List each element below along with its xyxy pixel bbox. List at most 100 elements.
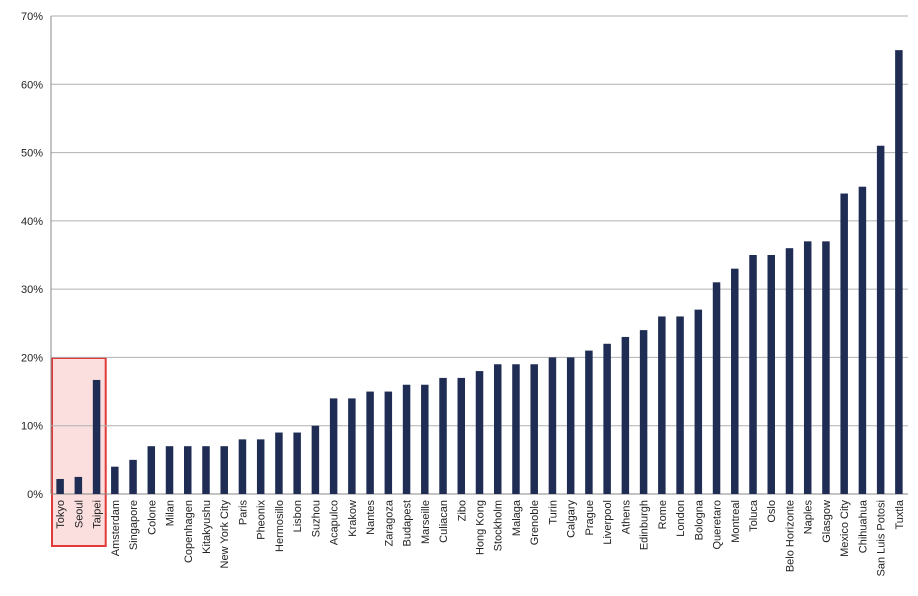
x-tick-label: Chihuahua bbox=[857, 499, 869, 553]
x-tick-label: Acapulco bbox=[329, 500, 341, 545]
y-tick-label: 60% bbox=[21, 79, 43, 91]
bar-copenhagen bbox=[184, 446, 192, 494]
x-tick-label: Kitakyushu bbox=[201, 500, 213, 554]
x-tick-label: Glasgow bbox=[821, 500, 833, 543]
bar-taipei bbox=[92, 379, 101, 494]
bar-lisbon bbox=[293, 432, 301, 494]
y-tick-label: 0% bbox=[27, 489, 43, 501]
y-tick-label: 10% bbox=[21, 421, 43, 433]
bar-zibo bbox=[457, 377, 466, 494]
bar-suzhou bbox=[311, 425, 320, 494]
bar-london bbox=[676, 316, 684, 494]
x-tick-label: Marseille bbox=[420, 500, 432, 544]
x-tick-label: Stockholm bbox=[493, 500, 505, 551]
x-tick-label: London bbox=[675, 500, 687, 537]
x-tick-label: Liverpool bbox=[602, 500, 614, 545]
x-tick-label: Tuxtla bbox=[894, 499, 906, 529]
bar-queretaro bbox=[712, 282, 721, 494]
x-tick-label: Suzhou bbox=[310, 500, 322, 537]
bar-mexico-city bbox=[840, 193, 848, 495]
bar-marseille bbox=[421, 384, 429, 494]
x-tick-label: Calgary bbox=[566, 500, 578, 538]
x-tick-labels: Tokyo Seoul Taipei Amsterdam Singapore Colone… bbox=[55, 499, 906, 576]
bar-kitakyushu bbox=[202, 446, 210, 494]
x-tick-label: Colone bbox=[146, 500, 158, 535]
x-tick-label: New York City bbox=[219, 500, 231, 569]
bar-toluca bbox=[749, 255, 757, 494]
x-tick-label: Amsterdam bbox=[110, 500, 122, 556]
bar-paris bbox=[238, 439, 247, 494]
x-tick-label: Copenhagen bbox=[183, 500, 195, 563]
bar-chihuahua bbox=[858, 186, 867, 494]
x-tick-label: Zibo bbox=[456, 500, 468, 521]
x-tick-label: Zaragoza bbox=[383, 499, 395, 546]
x-tick-label: Bologna bbox=[693, 499, 705, 540]
bar-tuxtla bbox=[895, 50, 903, 495]
y-tick-label: 20% bbox=[21, 352, 43, 364]
x-tick-label: Paris bbox=[237, 500, 249, 526]
bar-tokyo bbox=[56, 478, 64, 494]
bar-hong-kong bbox=[475, 371, 484, 494]
x-tick-label: Singapore bbox=[128, 500, 140, 550]
x-tick-label: Rome bbox=[657, 500, 669, 529]
bar-nantes bbox=[366, 391, 374, 494]
x-tick-label: Hong Kong bbox=[475, 500, 487, 555]
bar-turin bbox=[548, 357, 557, 494]
x-tick-label: Hermosillo bbox=[274, 500, 286, 552]
x-tick-label: Mexico City bbox=[839, 500, 851, 557]
x-tick-label: Seoul bbox=[73, 500, 85, 528]
bar-oslo bbox=[767, 255, 775, 494]
x-tick-label: San Luis Potosi bbox=[876, 500, 888, 576]
bar-singapore bbox=[129, 459, 137, 494]
bar-culiacan bbox=[439, 377, 447, 494]
bar-grenoble bbox=[530, 364, 538, 494]
y-tick-label: 30% bbox=[21, 284, 43, 296]
x-tick-label: Pheonix bbox=[256, 500, 268, 540]
x-tick-label: Toluca bbox=[748, 499, 760, 532]
bar-edinburgh bbox=[639, 330, 648, 494]
bar-prague bbox=[585, 350, 593, 494]
x-tick-label: Belo Horizonte bbox=[784, 500, 796, 572]
bar-san-luis-potosi bbox=[876, 145, 885, 494]
x-tick-label: Milan bbox=[165, 500, 177, 526]
bar-glasgow bbox=[822, 241, 830, 494]
bar-pheonix bbox=[256, 439, 265, 494]
y-tick-label: 50% bbox=[21, 148, 43, 160]
x-tick-label: Oslo bbox=[766, 500, 778, 523]
x-tick-label: Malaga bbox=[511, 499, 523, 536]
x-tick-label: Budapest bbox=[402, 500, 414, 546]
bar-montreal bbox=[731, 268, 739, 494]
y-tick-label: 70% bbox=[21, 11, 43, 23]
bar-liverpool bbox=[603, 343, 611, 494]
x-tick-label: Lisbon bbox=[292, 500, 304, 532]
bar-krakow bbox=[348, 398, 356, 494]
x-tick-label: Athens bbox=[620, 500, 632, 535]
bar-new-york-city bbox=[220, 446, 228, 494]
y-tick-labels: 0% 10% 20% 30% 40% 50% 60% 70% bbox=[21, 11, 43, 501]
x-tick-label: Edinburgh bbox=[639, 500, 651, 550]
x-tick-label: Nantes bbox=[365, 500, 377, 535]
bar-stockholm bbox=[493, 364, 502, 494]
x-tick-label: Taipei bbox=[92, 500, 104, 529]
bar-calgary bbox=[566, 357, 575, 494]
bar-milan bbox=[165, 446, 174, 494]
bar-acapulco bbox=[329, 398, 338, 494]
bar-zaragoza bbox=[384, 391, 393, 494]
bar-amsterdam bbox=[111, 466, 119, 494]
x-tick-label: Culiacan bbox=[438, 500, 450, 543]
bar-rome bbox=[658, 316, 666, 494]
bar-belo-horizonte bbox=[785, 248, 794, 494]
bar-malaga bbox=[512, 364, 520, 494]
x-tick-label: Montreal bbox=[730, 500, 742, 543]
x-tick-label: Krakow bbox=[347, 500, 359, 537]
bar-colone bbox=[147, 446, 156, 494]
bar-athens bbox=[621, 336, 630, 494]
x-tick-label: Grenoble bbox=[529, 500, 541, 545]
bar-seoul bbox=[74, 476, 83, 494]
bars bbox=[56, 50, 903, 495]
x-tick-label: Turin bbox=[547, 500, 559, 525]
bar-hermosillo bbox=[275, 432, 283, 494]
bar-naples bbox=[803, 241, 812, 494]
bar-budapest bbox=[402, 384, 411, 494]
